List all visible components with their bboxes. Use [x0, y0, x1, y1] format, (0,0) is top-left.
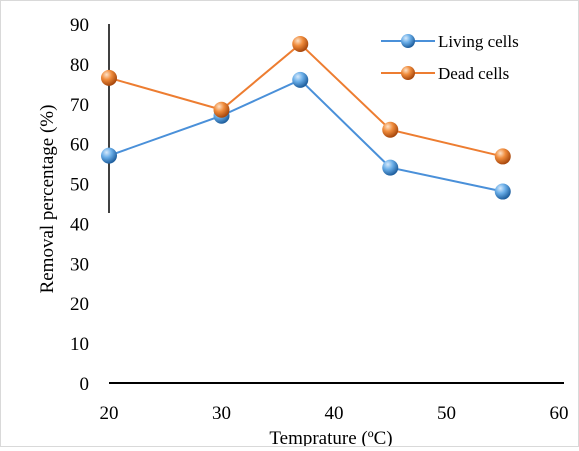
data-point-living-cells — [101, 147, 117, 164]
y-axis-title: Removal percentage (%) — [37, 105, 58, 294]
x-tick-label: 40 — [325, 403, 344, 424]
data-point-living-cells — [292, 71, 309, 88]
y-tick-label: 80 — [70, 55, 89, 76]
data-point-dead-cells — [213, 101, 230, 118]
legend-label: Dead cells — [438, 64, 509, 83]
y-tick-label: 20 — [70, 294, 89, 315]
axes: 0 10 20 30 40 50 60 70 80 90 20 30 40 50 60 Temprature … — [37, 15, 569, 449]
y-tick-label: 60 — [70, 135, 89, 156]
y-tick-label: 90 — [70, 15, 89, 36]
data-point-dead-cells — [101, 69, 117, 86]
data-point-dead-cells — [382, 121, 399, 138]
y-tick-label: 10 — [70, 334, 89, 355]
series-layer — [101, 35, 511, 200]
data-point-living-cells — [382, 159, 399, 176]
series-line-dead-cells — [108, 42, 503, 158]
legend-marker — [401, 66, 415, 80]
x-tick-label: 50 — [437, 403, 456, 424]
x-axis-title: Temprature (ºC) — [269, 428, 392, 446]
y-tick-label: 50 — [70, 175, 89, 196]
series-line-living-cells — [108, 78, 503, 193]
data-point-living-cells — [494, 183, 511, 200]
y-tick-label: 0 — [80, 374, 90, 395]
legend-label: Living cells — [438, 32, 519, 51]
y-tick-label: 40 — [70, 214, 89, 235]
legend-marker — [401, 34, 415, 48]
legend: Living cells Dead cells — [381, 32, 519, 83]
data-point-dead-cells — [292, 35, 309, 52]
x-tick-label: 60 — [550, 403, 569, 424]
y-tick-label: 30 — [70, 254, 89, 275]
y-tick-label: 70 — [70, 95, 89, 116]
data-point-dead-cells — [494, 148, 511, 165]
x-tick-label: 20 — [100, 403, 119, 424]
x-tick-label: 30 — [212, 403, 231, 424]
